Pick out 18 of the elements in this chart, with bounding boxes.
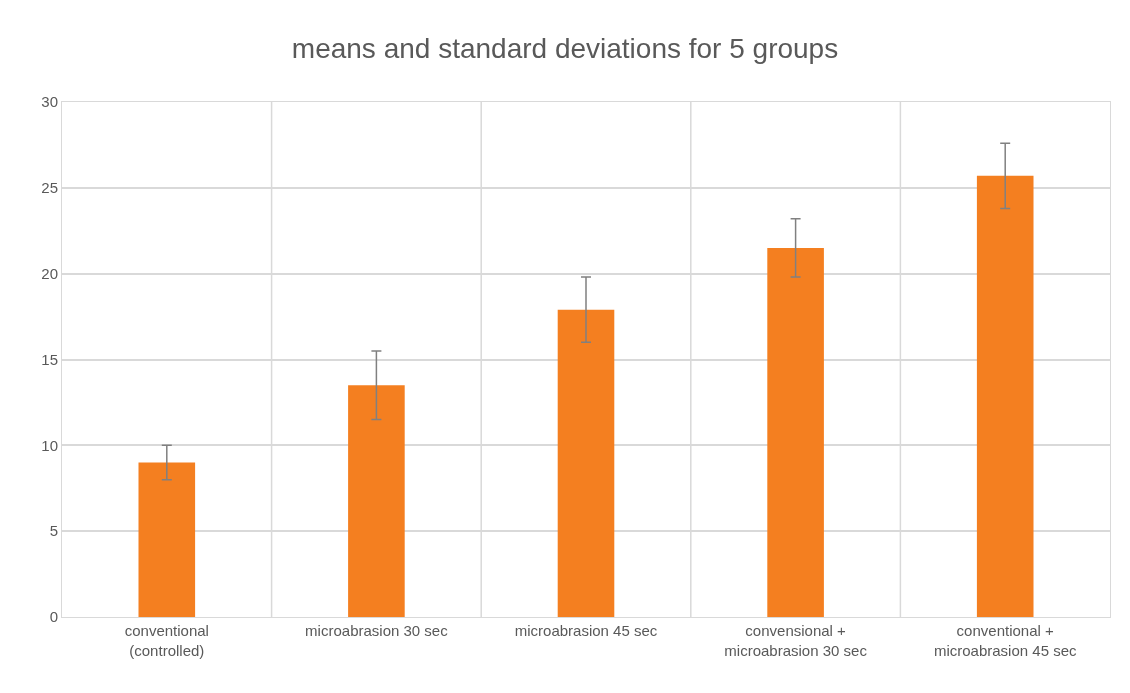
y-tick-label: 25 — [41, 179, 58, 197]
chart-title: means and standard deviations for 5 groups — [291, 33, 839, 65]
y-tick-label: 0 — [49, 608, 58, 626]
x-tick-label: conventional + microabrasion 45 sec — [933, 622, 1077, 659]
y-tick-label: 15 — [41, 350, 58, 368]
x-tick-label: microabrasion 45 sec — [514, 622, 658, 639]
bar — [557, 309, 615, 617]
x-tick-label: conventional (controlled) — [124, 622, 209, 659]
y-tick-label: 5 — [49, 522, 58, 540]
x-tick-label: microabrasion 30 sec — [305, 622, 449, 639]
bar — [348, 385, 405, 617]
y-tick-label: 20 — [41, 264, 58, 282]
bar — [976, 175, 1034, 617]
y-tick-label: 30 — [41, 93, 58, 111]
bar — [767, 247, 824, 617]
x-tick-label: convensional + microabrasion 30 sec — [724, 622, 868, 659]
bar — [138, 462, 196, 617]
y-tick-label: 10 — [41, 436, 58, 454]
